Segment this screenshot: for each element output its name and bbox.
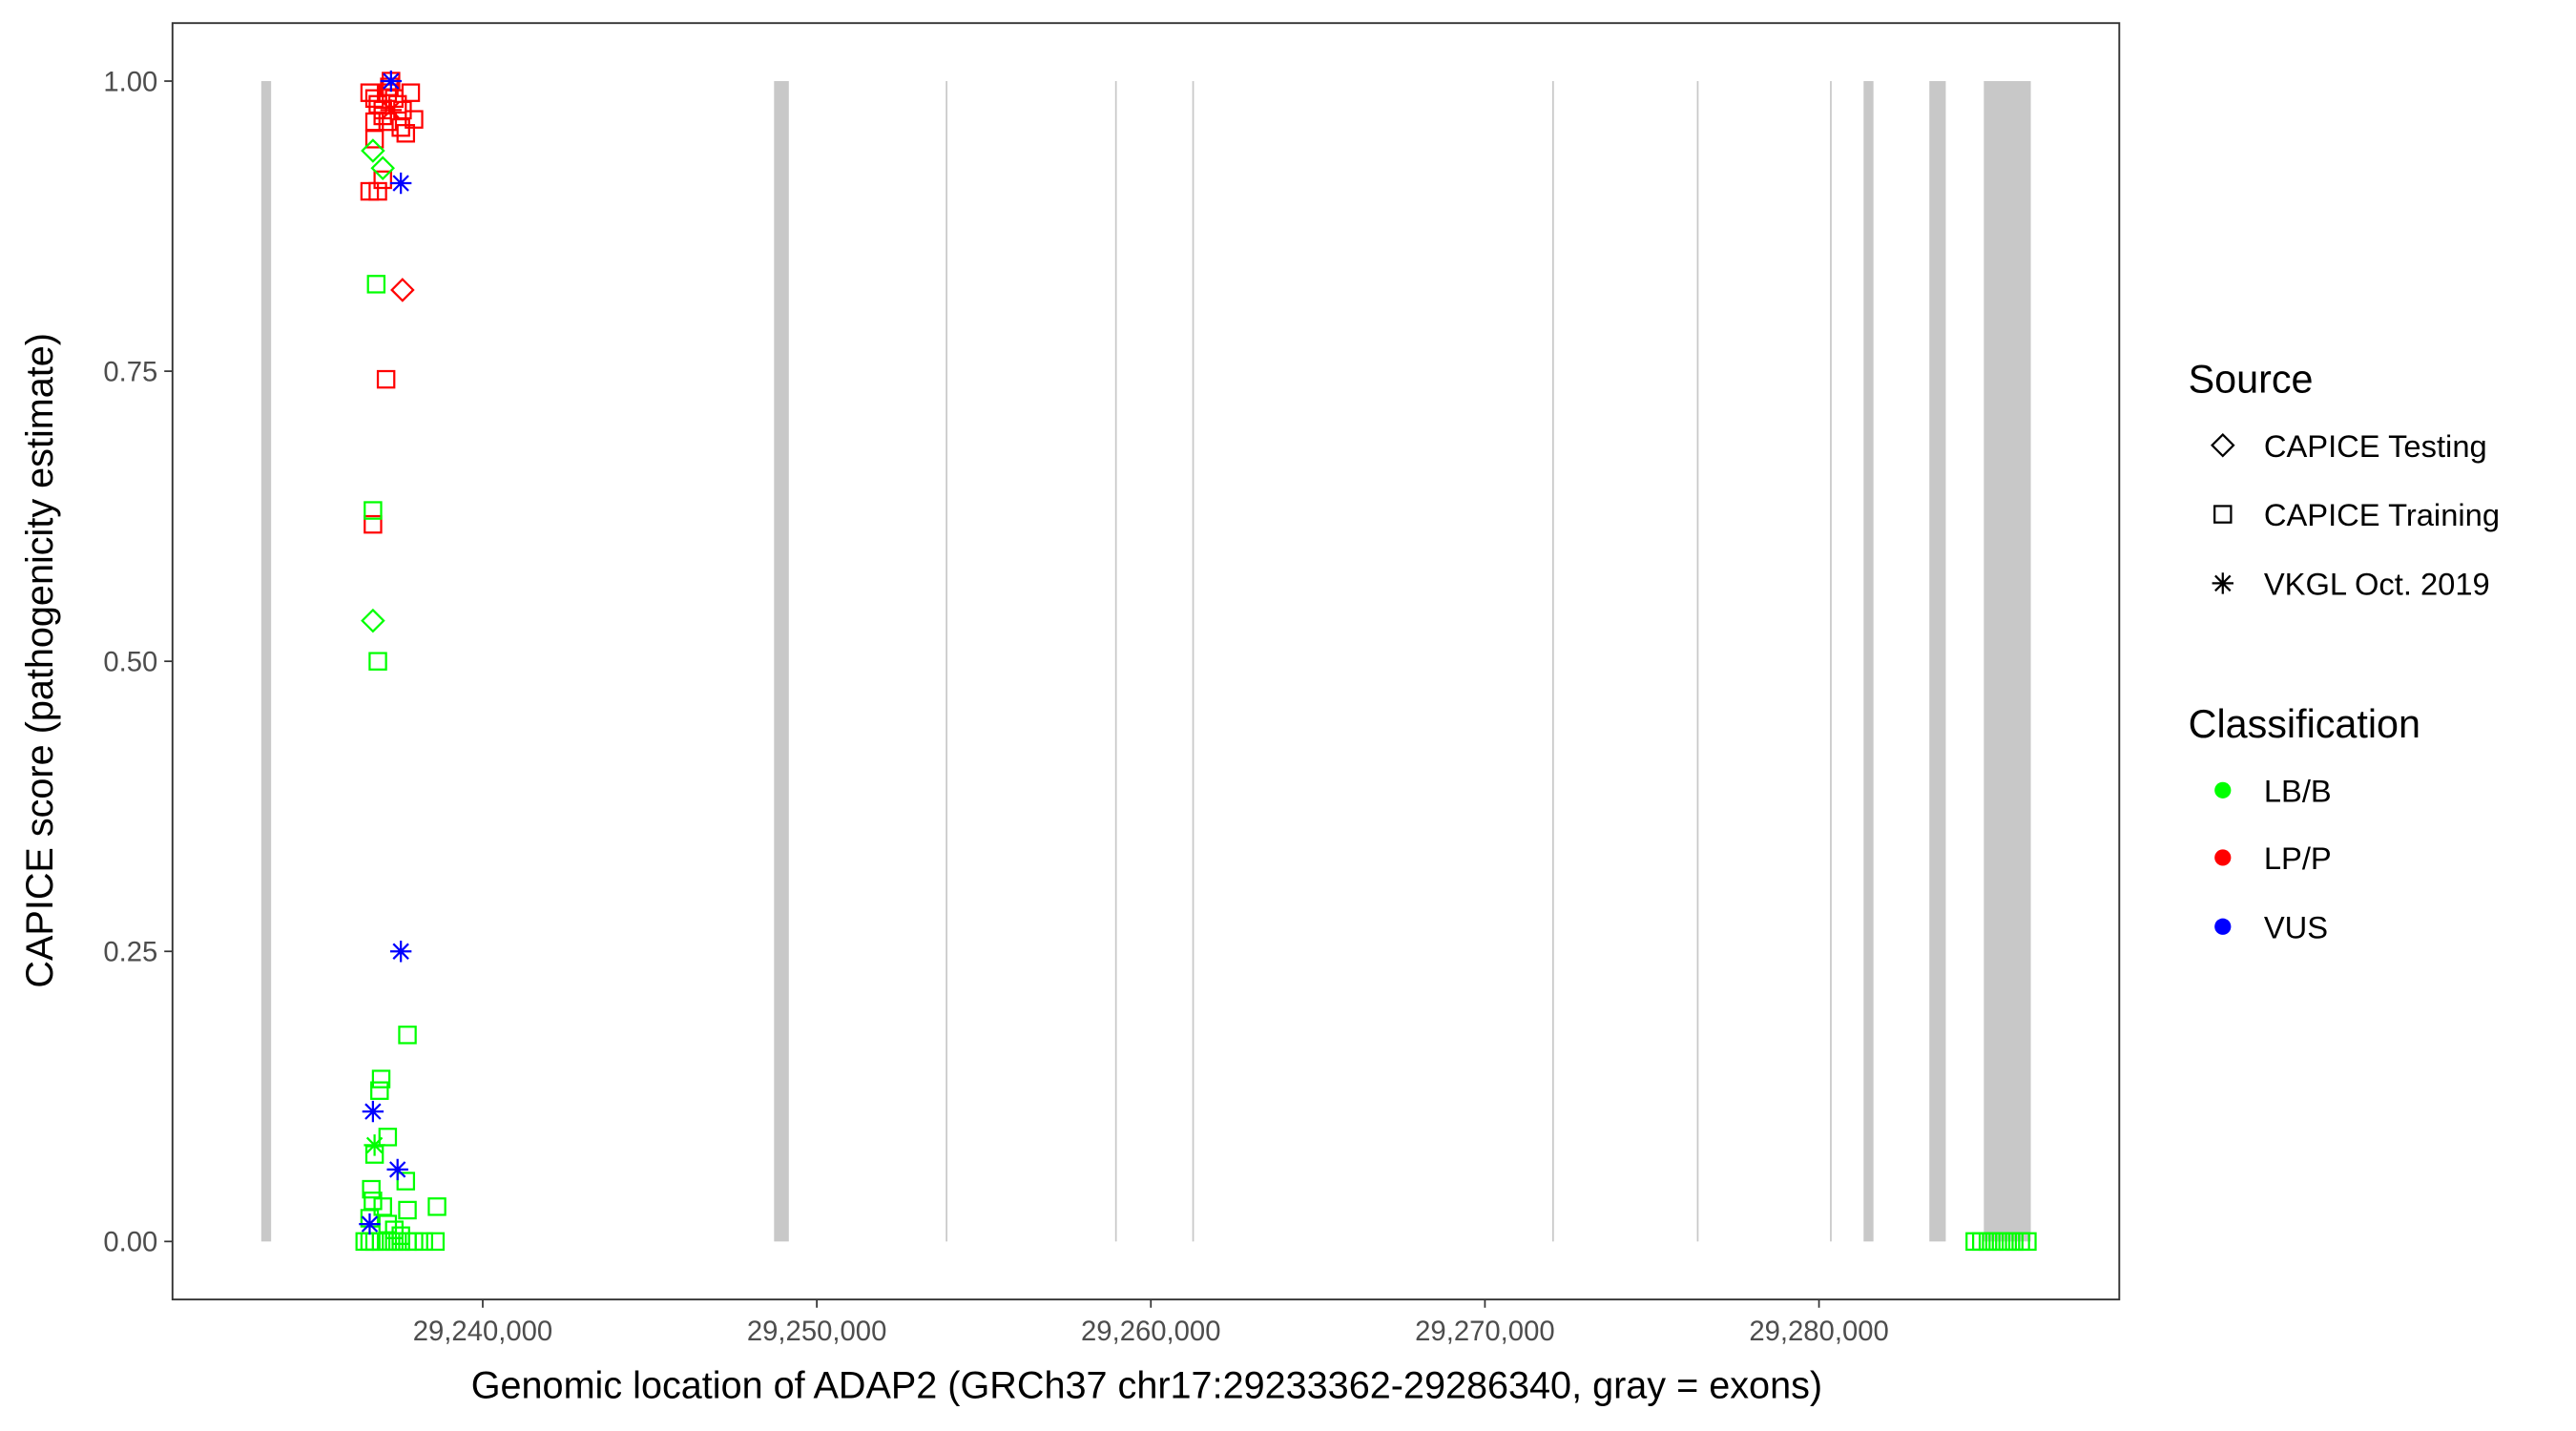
data-point	[368, 652, 387, 671]
points-layer	[355, 70, 2037, 1252]
data-point	[405, 1232, 424, 1252]
y-tick-label: 1.00	[103, 67, 157, 97]
x-tick-label: 29,260,000	[1081, 1317, 1220, 1347]
data-point	[360, 1232, 380, 1252]
legend-label-lpp: LP/P	[2264, 840, 2332, 876]
exon-bar	[1551, 81, 1554, 1242]
legend-label-capice-testing: CAPICE Testing	[2264, 428, 2487, 464]
data-point	[370, 156, 395, 181]
legend-label-vkgl: VKGL Oct. 2019	[2264, 566, 2490, 601]
data-point	[361, 138, 385, 163]
data-point	[427, 1197, 447, 1216]
data-point	[386, 1158, 408, 1181]
exon-bar	[1830, 81, 1832, 1242]
y-tick-label: 0.75	[103, 357, 157, 387]
y-tick-label: 0.50	[103, 648, 157, 678]
data-point	[398, 1200, 417, 1220]
x-tick-label: 29,270,000	[1415, 1317, 1554, 1347]
data-point	[389, 941, 412, 963]
legend-key-color-dot-icon	[2214, 849, 2232, 866]
exon-bar	[1863, 81, 1874, 1242]
data-point	[398, 1026, 417, 1045]
exon-bar	[1192, 81, 1195, 1242]
data-point	[2018, 1232, 2037, 1252]
data-point	[359, 1213, 381, 1235]
data-point	[396, 1172, 416, 1191]
data-point	[378, 1128, 398, 1147]
data-point	[362, 1100, 384, 1123]
data-point	[380, 99, 403, 121]
legend-source-title: Source	[2189, 358, 2314, 402]
y-tick-label: 0.00	[103, 1228, 157, 1258]
data-point	[360, 181, 380, 201]
exon-bar	[1696, 81, 1699, 1242]
exon-bar	[774, 81, 789, 1242]
plot-panel-border	[171, 22, 2121, 1301]
y-axis: 0.00 0.25 0.50 0.75 1.00	[103, 67, 173, 1258]
data-point	[361, 608, 385, 633]
exon-bar	[1984, 81, 2031, 1242]
data-point	[389, 172, 412, 195]
data-point	[366, 275, 386, 294]
data-point	[414, 1232, 434, 1252]
data-point	[364, 1134, 385, 1156]
x-axis: 29,240,000 29,250,000 29,260,000 29,270,000…	[413, 1299, 1889, 1347]
legend-classification-title: Classification	[2189, 702, 2420, 746]
data-point	[426, 1232, 446, 1252]
exon-layer	[260, 81, 2031, 1242]
exon-bar	[260, 81, 272, 1242]
x-tick-label: 29,250,000	[747, 1317, 886, 1347]
legend-key-color-dot-icon	[2214, 781, 2232, 798]
data-point	[376, 369, 396, 389]
legend: Source Classification CAPICE Testing CAP…	[2189, 358, 2500, 945]
y-tick-label: 0.25	[103, 938, 157, 968]
exon-bar	[1929, 81, 1946, 1242]
data-point	[384, 1220, 404, 1239]
legend-label-capice-training: CAPICE Training	[2264, 497, 2500, 532]
data-point	[373, 170, 392, 190]
data-point	[362, 1179, 381, 1199]
legend-label-vus: VUS	[2264, 909, 2328, 944]
data-point	[364, 112, 384, 132]
data-point	[370, 1081, 389, 1100]
data-point	[396, 124, 416, 143]
data-point	[380, 70, 403, 93]
exon-bar	[945, 81, 948, 1242]
data-point	[364, 514, 383, 534]
data-point	[371, 1069, 391, 1089]
data-point	[355, 1232, 375, 1252]
legend-key-color-dot-icon	[2214, 918, 2232, 935]
legend-key-square-icon	[2213, 505, 2233, 524]
x-tick-label: 29,280,000	[1749, 1317, 1888, 1347]
legend-key-diamond-icon	[2211, 432, 2235, 458]
x-tick-label: 29,240,000	[413, 1317, 552, 1347]
x-axis-title: Genomic location of ADAP2 (GRCh37 chr17:…	[471, 1364, 1822, 1406]
legend-label-lbb: LB/B	[2264, 773, 2332, 808]
data-point	[391, 117, 410, 137]
exon-bar	[1114, 81, 1117, 1242]
data-point	[364, 501, 383, 520]
y-axis-title: CAPICE score (pathogenicity estimate)	[19, 333, 61, 988]
data-point	[390, 278, 415, 302]
legend-key-asterisk-icon	[2212, 572, 2233, 594]
